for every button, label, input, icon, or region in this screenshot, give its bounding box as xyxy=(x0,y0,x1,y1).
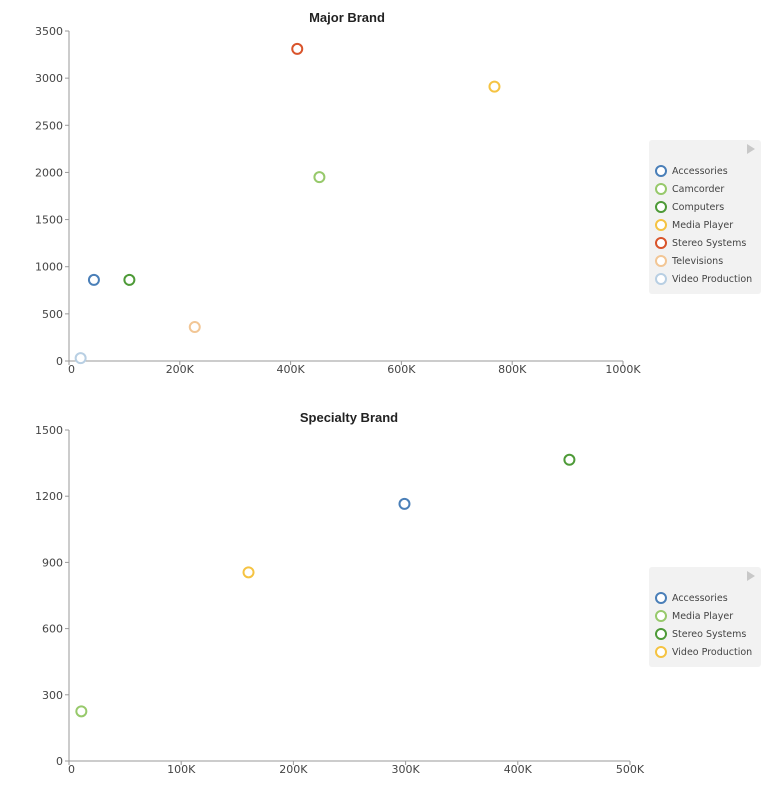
legend-swatch-icon xyxy=(655,628,667,640)
legend-item-televisions[interactable]: Televisions xyxy=(649,252,761,270)
major-brand-panel: Major Brand 0 500 1000 1500 2000 2500 3000 3500… xyxy=(35,10,761,376)
legend-swatch-icon xyxy=(655,646,667,658)
legend: Accessories Camcorder Computers Media Playe… xyxy=(649,140,761,294)
y-tick-label: 1500 xyxy=(35,424,63,437)
legend-swatch-icon xyxy=(655,201,667,213)
legend-list: Accessories Camcorder Computers Media Playe… xyxy=(649,162,761,288)
y-tick-label: 300 xyxy=(42,689,63,702)
legend-swatch-icon xyxy=(655,273,667,285)
legend-swatch-icon xyxy=(655,219,667,231)
legend-label: Media Player xyxy=(672,610,734,622)
legend-item-camcorder[interactable]: Camcorder xyxy=(649,180,761,198)
legend-item-computers[interactable]: Computers xyxy=(649,198,761,216)
legend: Accessories Media Player Stereo Systems Vid… xyxy=(649,567,761,667)
data-point-media-player[interactable] xyxy=(488,80,501,93)
y-tick-label: 900 xyxy=(42,556,63,569)
y-tick-label: 3000 xyxy=(35,72,63,85)
data-point-camcorder[interactable] xyxy=(313,171,326,184)
x-tick-label: 1000K xyxy=(605,363,641,376)
data-point-accessories[interactable] xyxy=(398,497,411,510)
legend-label: Video Production xyxy=(672,273,753,285)
data-point-video-production[interactable] xyxy=(74,352,87,365)
specialty-brand-panel: Specialty Brand 0 300 600 900 1200 1500 0 100K 2… xyxy=(0,400,775,799)
legend-list: Accessories Media Player Stereo Systems Vid… xyxy=(649,589,761,661)
legend-label: Stereo Systems xyxy=(672,628,747,640)
legend-scroll-arrow-icon[interactable] xyxy=(747,144,755,154)
legend-label: Televisions xyxy=(672,255,724,267)
legend-label: Accessories xyxy=(672,592,728,604)
specialty-brand-chart: Specialty Brand 0 300 600 900 1200 1500 0 100K 2… xyxy=(35,410,645,776)
x-tick-label: 100K xyxy=(167,763,196,776)
data-point-computers[interactable] xyxy=(123,273,136,286)
x-tick-label: 400K xyxy=(276,363,305,376)
legend-item-accessories[interactable]: Accessories xyxy=(649,162,761,180)
legend-item-media-player[interactable]: Media Player xyxy=(649,216,761,234)
data-points xyxy=(75,453,576,718)
data-point-accessories[interactable] xyxy=(87,273,100,286)
y-tick-label: 0 xyxy=(56,755,63,768)
legend-item-stereo-systems[interactable]: Stereo Systems xyxy=(649,234,761,252)
data-point-stereo-systems[interactable] xyxy=(291,42,304,55)
data-point-media-player[interactable] xyxy=(75,705,88,718)
x-tick-label: 600K xyxy=(387,363,416,376)
legend-label: Accessories xyxy=(672,165,728,177)
x-tick-label: 800K xyxy=(498,363,527,376)
y-tick-label: 1000 xyxy=(35,261,63,274)
chart-title: Specialty Brand xyxy=(300,410,398,425)
data-point-stereo-systems[interactable] xyxy=(563,453,576,466)
x-tick-label: 0 xyxy=(68,363,75,376)
legend-item-media-player[interactable]: Media Player xyxy=(649,607,761,625)
data-points xyxy=(74,42,501,365)
legend-label: Video Production xyxy=(672,646,753,658)
x-tick-label: 500K xyxy=(616,763,645,776)
legend-label: Camcorder xyxy=(672,183,725,195)
legend-swatch-icon xyxy=(655,165,667,177)
y-tick-label: 2500 xyxy=(35,119,63,132)
x-tick-label: 200K xyxy=(279,763,308,776)
x-tick-label: 300K xyxy=(391,763,420,776)
data-point-video-production[interactable] xyxy=(242,566,255,579)
x-tick-label: 200K xyxy=(166,363,195,376)
major-brand-chart: Major Brand 0 500 1000 1500 2000 2500 3000 3500… xyxy=(35,10,641,376)
y-tick-label: 600 xyxy=(42,623,63,636)
x-tick-label: 400K xyxy=(504,763,533,776)
legend-item-accessories[interactable]: Accessories xyxy=(649,589,761,607)
axes: 0 300 600 900 1200 1500 0 100K 200K 300K 400K 500K xyxy=(35,424,645,776)
legend-swatch-icon xyxy=(655,255,667,267)
x-tick-label: 0 xyxy=(68,763,75,776)
y-tick-label: 2000 xyxy=(35,166,63,179)
legend-item-stereo-systems[interactable]: Stereo Systems xyxy=(649,625,761,643)
legend-swatch-icon xyxy=(655,183,667,195)
data-point-televisions[interactable] xyxy=(188,321,201,334)
legend-scroll-arrow-icon[interactable] xyxy=(747,571,755,581)
chart-title: Major Brand xyxy=(309,10,385,25)
y-tick-label: 1500 xyxy=(35,214,63,227)
y-tick-label: 0 xyxy=(56,355,63,368)
y-tick-label: 1200 xyxy=(35,490,63,503)
y-tick-label: 500 xyxy=(42,308,63,321)
legend-item-video-production[interactable]: Video Production xyxy=(649,270,761,288)
legend-swatch-icon xyxy=(655,237,667,249)
legend-label: Stereo Systems xyxy=(672,237,747,249)
legend-swatch-icon xyxy=(655,610,667,622)
legend-label: Media Player xyxy=(672,219,734,231)
axes: 0 500 1000 1500 2000 2500 3000 3500 0 200K 400K 600… xyxy=(35,25,641,376)
legend-swatch-icon xyxy=(655,592,667,604)
legend-item-video-production[interactable]: Video Production xyxy=(649,643,761,661)
legend-label: Computers xyxy=(672,201,725,213)
y-tick-label: 3500 xyxy=(35,25,63,38)
